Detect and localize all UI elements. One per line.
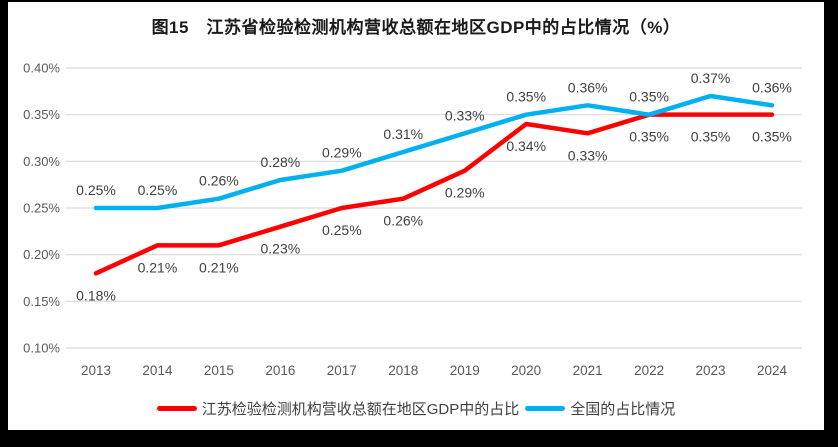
series-line-1 <box>93 93 775 211</box>
data-label-series-0: 0.18% <box>76 287 116 303</box>
legend-label-national: 全国的占比情况 <box>570 401 676 418</box>
legend-item-jiangsu: 江苏检验检测机构营收总额在地区GDP中的占比 <box>156 398 520 419</box>
x-axis-tick-label: 2017 <box>327 363 357 378</box>
data-label-series-0: 0.33% <box>568 147 608 163</box>
chart-panel: 图15 江苏省检验检测机构营收总额在地区GDP中的占比情况（%） 0.40% 0.… <box>8 2 824 430</box>
data-label-series-1: 0.35% <box>506 89 546 105</box>
data-label-series-0: 0.21% <box>138 259 178 275</box>
y-axis-tick-label: 0.40% <box>23 61 60 76</box>
y-axis-tick-label: 0.15% <box>23 294 60 309</box>
x-axis-tick-label: 2021 <box>573 363 603 378</box>
data-label-series-1: 0.28% <box>261 154 301 170</box>
data-label-series-1: 0.33% <box>445 107 485 123</box>
data-label-series-1: 0.35% <box>629 89 669 105</box>
data-label-series-0: 0.35% <box>691 129 731 145</box>
data-label-series-0: 0.21% <box>199 259 239 275</box>
x-axis-tick-label: 2014 <box>142 363 173 378</box>
data-label-series-0: 0.35% <box>752 129 792 145</box>
data-label-series-0: 0.34% <box>506 138 546 154</box>
data-label-series-1: 0.37% <box>691 70 731 86</box>
y-axis-tick-label: 0.10% <box>23 341 60 356</box>
x-axis-tick-label: 2022 <box>634 363 664 378</box>
x-axis-tick-label: 2020 <box>511 363 541 378</box>
data-label-series-0: 0.26% <box>383 213 423 229</box>
x-axis-tick-label: 2013 <box>81 363 111 378</box>
y-axis-tick-label: 0.30% <box>23 154 60 169</box>
legend-item-national: 全国的占比情况 <box>525 398 675 419</box>
series-line-0 <box>93 112 775 276</box>
data-label-series-1: 0.36% <box>568 79 608 95</box>
data-label-series-0: 0.29% <box>445 185 485 201</box>
data-label-series-0: 0.23% <box>261 241 301 257</box>
x-axis-tick-label: 2023 <box>696 363 726 378</box>
x-axis-tick-label: 2024 <box>757 363 788 378</box>
data-label-series-0: 0.25% <box>322 222 362 238</box>
legend-label-jiangsu: 江苏检验检测机构营收总额在地区GDP中的占比 <box>201 401 520 418</box>
data-label-series-1: 0.31% <box>383 126 423 142</box>
x-axis-tick-label: 2018 <box>388 363 418 378</box>
line-chart-plot-area: 0.40% 0.35% 0.30% 0.25% 0.20% 0.15% 0.10% 2013 2… <box>23 61 802 378</box>
y-axis-tick-label: 0.35% <box>23 107 60 122</box>
legend-line-swatch-jiangsu-icon <box>156 406 197 411</box>
x-axis-tick-label: 2016 <box>265 363 295 378</box>
data-label-series-0: 0.35% <box>629 129 669 145</box>
legend: 江苏检验检测机构营收总额在地区GDP中的占比 全国的占比情况 <box>8 398 824 419</box>
legend-line-swatch-national-icon <box>525 406 566 411</box>
x-axis-tick-label: 2019 <box>450 363 480 378</box>
data-label-series-1: 0.26% <box>199 173 239 189</box>
data-label-series-1: 0.25% <box>76 182 116 198</box>
chart-title: 图15 江苏省检验检测机构营收总额在地区GDP中的占比情况（%） <box>151 18 681 37</box>
data-label-series-1: 0.25% <box>138 182 178 198</box>
x-axis-tick-label: 2015 <box>204 363 234 378</box>
y-axis-tick-label: 0.25% <box>23 201 60 216</box>
data-label-series-1: 0.29% <box>322 145 362 161</box>
y-axis-tick-label: 0.20% <box>23 247 60 262</box>
data-label-series-1: 0.36% <box>752 79 792 95</box>
